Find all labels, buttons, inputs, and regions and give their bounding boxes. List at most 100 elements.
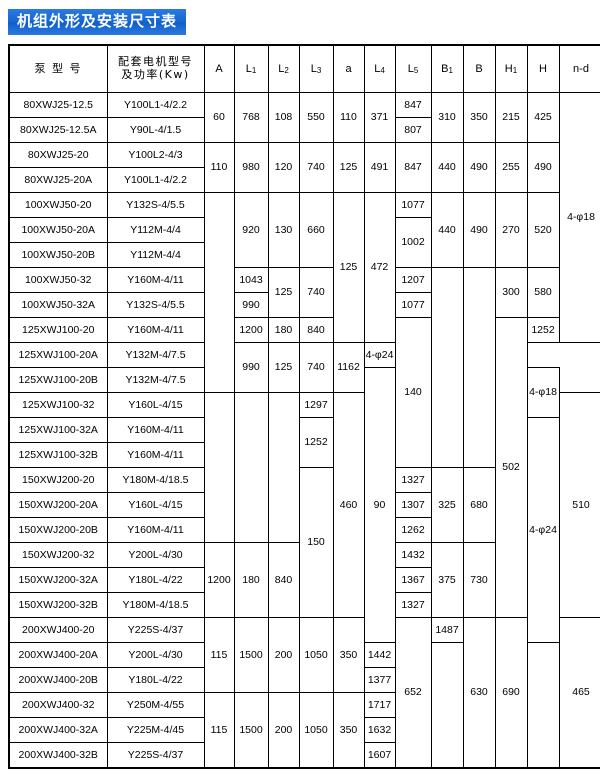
cell-model: 150XWJ200-32 [8, 542, 108, 568]
cell-l4: 502 [494, 317, 528, 618]
cell-b1: 440 [430, 142, 464, 193]
cell-b1: 630 [462, 617, 496, 769]
cell-a-lower: 350 [332, 692, 365, 769]
cell-model: 150XWJ200-20 [8, 467, 108, 493]
cell-b1: 440 [430, 192, 464, 268]
cell-l3: 1050 [298, 617, 334, 693]
cell-model: 125XWJ100-32 [8, 392, 108, 418]
cell-motor: Y160M-4/11 [106, 417, 205, 443]
table-row: 100XWJ50-32 Y160M-4/11 1043 125 740 1207… [8, 267, 600, 468]
cell-model: 80XWJ25-12.5A [8, 117, 108, 143]
cell-motor: Y200L-4/30 [106, 642, 205, 668]
col-header-model: 泵 型 号 [8, 44, 108, 93]
table-row: 80XWJ25-12.5A Y90L-4/1.5 807 [8, 117, 600, 143]
cell-l5: 1487 [430, 617, 464, 643]
col-header-nd: n-d [558, 44, 600, 93]
cell-motor: Y90L-4/1.5 [106, 117, 205, 143]
cell-motor: Y225M-4/45 [106, 717, 205, 743]
cell-a-lower: 140 [394, 317, 432, 468]
table-row: 100XWJ50-20 Y132S-4/5.5 920 130 660 125 … [8, 192, 600, 393]
cell-l5: 1297 [298, 392, 334, 418]
cell-model: 125XWJ100-32A [8, 417, 108, 443]
cell-l2: 180 [267, 317, 300, 343]
cell-a: 110 [203, 142, 235, 193]
cell-l5: 1432 [394, 542, 432, 568]
table-row: 125XWJ100-32A Y160M-4/11 1252 4-φ24 [8, 417, 600, 643]
cell-a-lower: 110 [332, 92, 365, 143]
cell-model: 125XWJ100-20 [8, 317, 108, 343]
col-header-a: A [203, 44, 235, 93]
col-header-b: B [462, 44, 496, 93]
cell-h1: 325 [430, 467, 464, 543]
col-header-l2: L2 [267, 44, 300, 93]
cell-l5: 1077 [394, 292, 432, 318]
cell-model: 150XWJ200-32A [8, 567, 108, 593]
cell-model: 100XWJ50-32 [8, 267, 108, 293]
cell-motor: Y132S-4/5.5 [106, 192, 205, 218]
table-row: 80XWJ25-20A Y100L1-4/2.2 [8, 167, 600, 193]
cell-l4: 652 [394, 617, 432, 769]
table-row: 150XWJ200-32B Y180M-4/18.5 1327 [8, 592, 600, 618]
table-row: 80XWJ25-12.5 Y100L1-4/2.2 60 768 108 550… [8, 92, 600, 343]
cell-h1: 270 [494, 192, 528, 268]
cell-model: 125XWJ100-20B [8, 367, 108, 393]
cell-a-empty [203, 192, 235, 393]
table-row: 125XWJ100-20A Y132M-4/7.5 990 125 740 11… [8, 342, 600, 393]
cell-nd: 4-φ24 [363, 342, 396, 368]
cell-l5: 1367 [394, 567, 432, 593]
col-header-a-lower: a [332, 44, 365, 93]
cell-a: 60 [203, 92, 235, 143]
cell-l2: 125 [267, 342, 300, 393]
cell-h: 425 [526, 92, 560, 143]
cell-b: 350 [462, 92, 496, 143]
cell-h1: 300 [494, 267, 528, 318]
cell-l5: 1307 [394, 492, 432, 518]
table-body: 80XWJ25-12.5 Y100L1-4/2.2 60 768 108 550… [8, 92, 600, 769]
cell-h1: 375 [430, 542, 464, 618]
cell-h: 580 [526, 267, 560, 318]
cell-a-lower: 125 [332, 142, 365, 193]
cell-motor: Y160L-4/15 [106, 392, 205, 418]
table-row: 125XWJ100-32B Y160M-4/11 [8, 442, 600, 468]
cell-b1: 460 [332, 392, 365, 618]
cell-l3: 840 [298, 317, 334, 343]
cell-l1: 980 [233, 142, 269, 193]
cell-h1: 215 [494, 92, 528, 143]
cell-l2: 130 [267, 192, 300, 268]
cell-a: 115 [203, 617, 235, 693]
cell-b: 510 [558, 392, 600, 618]
table-row: 150XWJ200-20A Y160L-4/15 1307 [8, 492, 600, 518]
cell-motor: Y180M-4/18.5 [106, 592, 205, 618]
cell-motor: Y160L-4/15 [106, 492, 205, 518]
cell-l3: 740 [298, 142, 334, 193]
cell-motor: Y160M-4/11 [106, 317, 205, 343]
cell-l5: 1262 [394, 517, 432, 543]
cell-model: 150XWJ200-20B [8, 517, 108, 543]
cell-l1: 1500 [233, 692, 269, 769]
col-header-l3: L3 [298, 44, 334, 93]
cell-motor: Y160M-4/11 [106, 267, 205, 293]
cell-l5: 1327 [394, 467, 432, 493]
cell-model: 200XWJ400-20A [8, 642, 108, 668]
table-row: 125XWJ100-32 Y160L-4/15 1297 460 510 325… [8, 392, 600, 618]
cell-motor: Y225S-4/37 [106, 742, 205, 769]
cell-model: 200XWJ400-32B [8, 742, 108, 769]
cell-motor: Y180L-4/22 [106, 667, 205, 693]
cell-l5: 1377 [363, 667, 396, 693]
cell-nd: 4-φ18 [558, 92, 600, 343]
table-row: 125XWJ100-20 Y160M-4/11 1200 180 840 140… [8, 317, 600, 618]
cell-model: 150XWJ200-20A [8, 492, 108, 518]
col-header-l5: L5 [394, 44, 432, 93]
cell-l3: 660 [298, 192, 334, 268]
cell-motor: Y100L1-4/2.2 [106, 167, 205, 193]
cell-l1: 768 [233, 92, 269, 143]
table-row: 125XWJ100-20B Y132M-4/7.5 90 4-φ18 [8, 367, 600, 643]
table-row: 100XWJ50-20A Y112M-4/4 1002 [8, 217, 600, 268]
col-header-l1: L1 [233, 44, 269, 93]
cell-l5: 807 [394, 117, 432, 143]
cell-model: 125XWJ100-20A [8, 342, 108, 368]
cell-l5: 1252 [298, 417, 334, 468]
cell-l2-empty [233, 392, 269, 543]
cell-l2: 200 [267, 617, 300, 693]
cell-l5: 1632 [363, 717, 396, 743]
